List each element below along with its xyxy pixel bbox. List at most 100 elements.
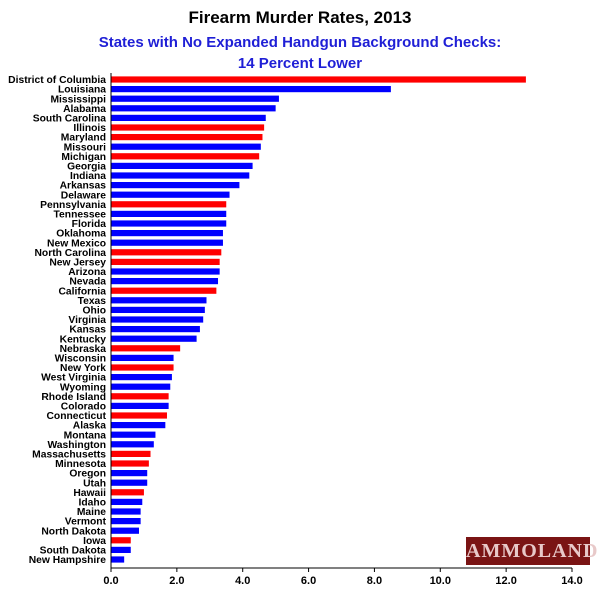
bar: [111, 383, 171, 390]
category-label: Wyoming: [60, 382, 106, 393]
bar: [111, 556, 125, 563]
bar: [111, 306, 205, 313]
bar: [111, 316, 204, 323]
category-label: Delaware: [61, 190, 106, 201]
category-label: Iowa: [83, 536, 106, 547]
bar: [111, 537, 131, 544]
category-label: Montana: [64, 430, 107, 441]
bar: [111, 489, 144, 496]
category-label: Washington: [47, 440, 106, 451]
category-label: Ohio: [83, 306, 106, 317]
bar: [111, 441, 154, 448]
x-tick-label: 14.0: [561, 575, 582, 587]
x-tick-label: 6.0: [301, 575, 316, 587]
category-label: Nebraska: [60, 344, 107, 355]
bar: [111, 249, 222, 256]
bar: [111, 450, 151, 457]
x-tick-label: 12.0: [495, 575, 516, 587]
category-label: South Dakota: [40, 546, 107, 557]
bar: [111, 518, 141, 525]
bar: [111, 76, 526, 83]
category-label: New Mexico: [47, 238, 106, 249]
category-label: Colorado: [61, 402, 106, 413]
bar: [111, 527, 139, 534]
bar: [111, 287, 217, 294]
bar: [111, 220, 227, 227]
category-label: Louisiana: [58, 85, 106, 96]
bar: [111, 105, 276, 112]
category-label: South Carolina: [33, 114, 106, 125]
bar: [111, 470, 148, 477]
bar: [111, 172, 250, 179]
chart-subtitle-second-line: 14 Percent Lower: [237, 55, 363, 72]
bar: [111, 278, 219, 285]
category-label: Arkansas: [60, 181, 107, 192]
category-label: Maine: [77, 507, 106, 518]
bar: [111, 153, 260, 160]
category-label: Texas: [78, 296, 107, 307]
bar: [111, 182, 240, 189]
bar: [111, 364, 174, 371]
bar: [111, 431, 156, 438]
category-label: New York: [60, 363, 106, 374]
category-label: Nevada: [69, 277, 106, 288]
bar: [111, 239, 223, 246]
bar: [111, 191, 230, 198]
bar: [111, 374, 172, 381]
bar: [111, 479, 148, 486]
bar: [111, 508, 141, 515]
bar: [111, 393, 169, 400]
bar: [111, 354, 174, 361]
category-label: Illinois: [73, 123, 106, 134]
bar: [111, 143, 261, 150]
bar: [111, 258, 220, 265]
category-label: Tennessee: [54, 210, 107, 221]
bar: [111, 210, 227, 217]
category-label: Minnesota: [55, 459, 106, 470]
x-tick-label: 2.0: [169, 575, 184, 587]
bar: [111, 335, 197, 342]
x-tick-label: 10.0: [430, 575, 451, 587]
category-label: Rhode Island: [41, 392, 106, 403]
bar: [111, 460, 149, 467]
category-label: Georgia: [67, 162, 106, 173]
category-label: California: [59, 286, 107, 297]
bar: [111, 422, 166, 429]
category-label: Indiana: [70, 171, 106, 182]
category-label: Wisconsin: [55, 354, 106, 365]
category-label: Hawaii: [73, 488, 106, 499]
category-label: Connecticut: [47, 411, 107, 422]
category-label: West Virginia: [41, 373, 106, 384]
bar: [111, 297, 207, 304]
bar: [111, 345, 181, 352]
category-label: Idaho: [79, 498, 106, 509]
category-label: Florida: [72, 219, 107, 230]
chart-subtitle: States with No Expanded Handgun Backgrou…: [98, 34, 502, 51]
bar: [111, 124, 265, 131]
bar: [111, 201, 227, 208]
category-label: District of Columbia: [8, 75, 106, 86]
bar: [111, 230, 223, 237]
category-label: Alaska: [73, 421, 106, 432]
category-label: Utah: [83, 478, 106, 489]
bar: [111, 268, 220, 275]
category-label: New Hampshire: [29, 555, 107, 566]
chart-title: Firearm Murder Rates, 2013: [188, 8, 412, 27]
x-tick-label: 8.0: [367, 575, 382, 587]
category-label: Kentucky: [60, 334, 107, 345]
category-label: Virginia: [68, 315, 106, 326]
category-label: Vermont: [65, 517, 107, 528]
category-label: Oregon: [69, 469, 106, 480]
bar: [111, 498, 143, 505]
category-label: New Jersey: [49, 258, 106, 269]
category-label: Kansas: [69, 325, 106, 336]
category-label: Maryland: [61, 133, 106, 144]
category-label: Pennsylvania: [40, 200, 106, 211]
ammoland-watermark: AMMOLAND: [466, 537, 597, 565]
bar: [111, 162, 253, 169]
category-label: Michigan: [61, 152, 106, 163]
category-label: Oklahoma: [56, 229, 106, 240]
category-label: North Carolina: [34, 248, 106, 259]
